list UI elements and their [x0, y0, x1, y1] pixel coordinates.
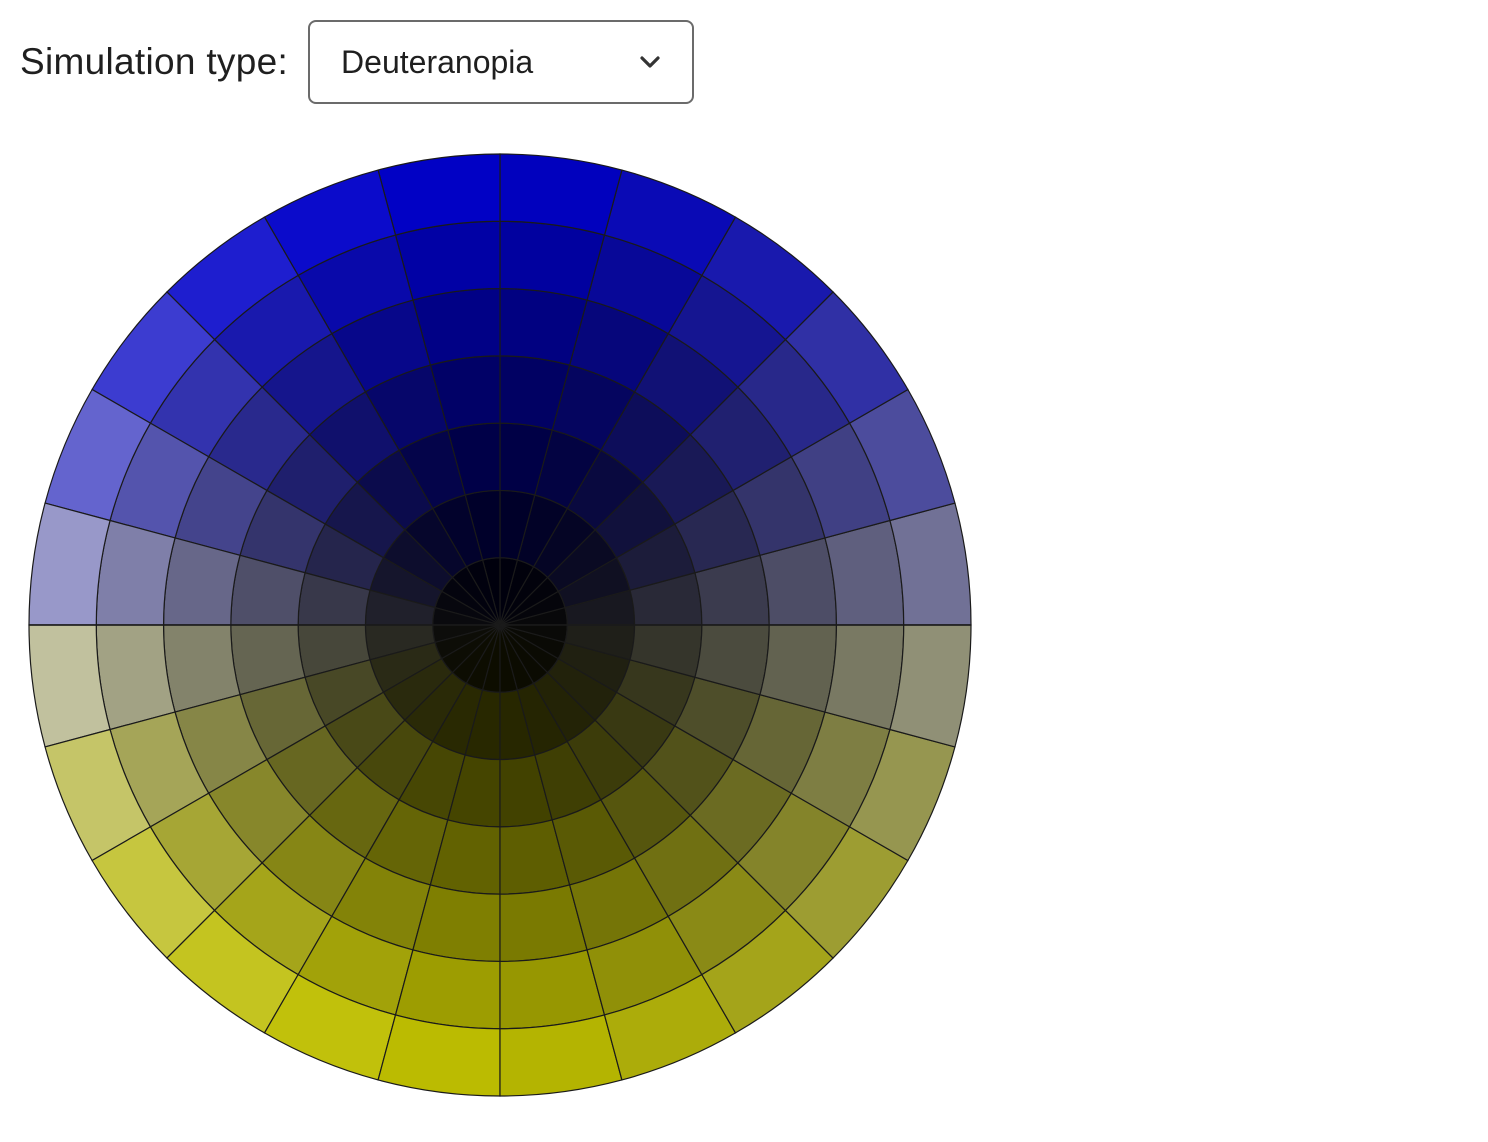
wheel-cell: [95, 624, 176, 731]
wheel-cell: [394, 949, 501, 1030]
wheel-cell: [394, 220, 501, 301]
wheel-cell: [824, 624, 905, 731]
wheel-cell: [95, 519, 176, 626]
simulation-type-value: Deuteranopia: [341, 43, 534, 80]
chevron-down-icon: [638, 50, 662, 74]
wheel-cell: [499, 949, 606, 1030]
color-wheel-graphic: [28, 153, 972, 1097]
wheel-cell: [499, 220, 606, 301]
color-wheel: [27, 152, 973, 1098]
simulation-type-label: Simulation type:: [20, 41, 289, 82]
simulation-toolbar: Simulation type: Deuteranopia: [20, 20, 695, 104]
simulation-type-select[interactable]: Deuteranopia: [308, 20, 695, 104]
wheel-cell: [824, 519, 905, 626]
